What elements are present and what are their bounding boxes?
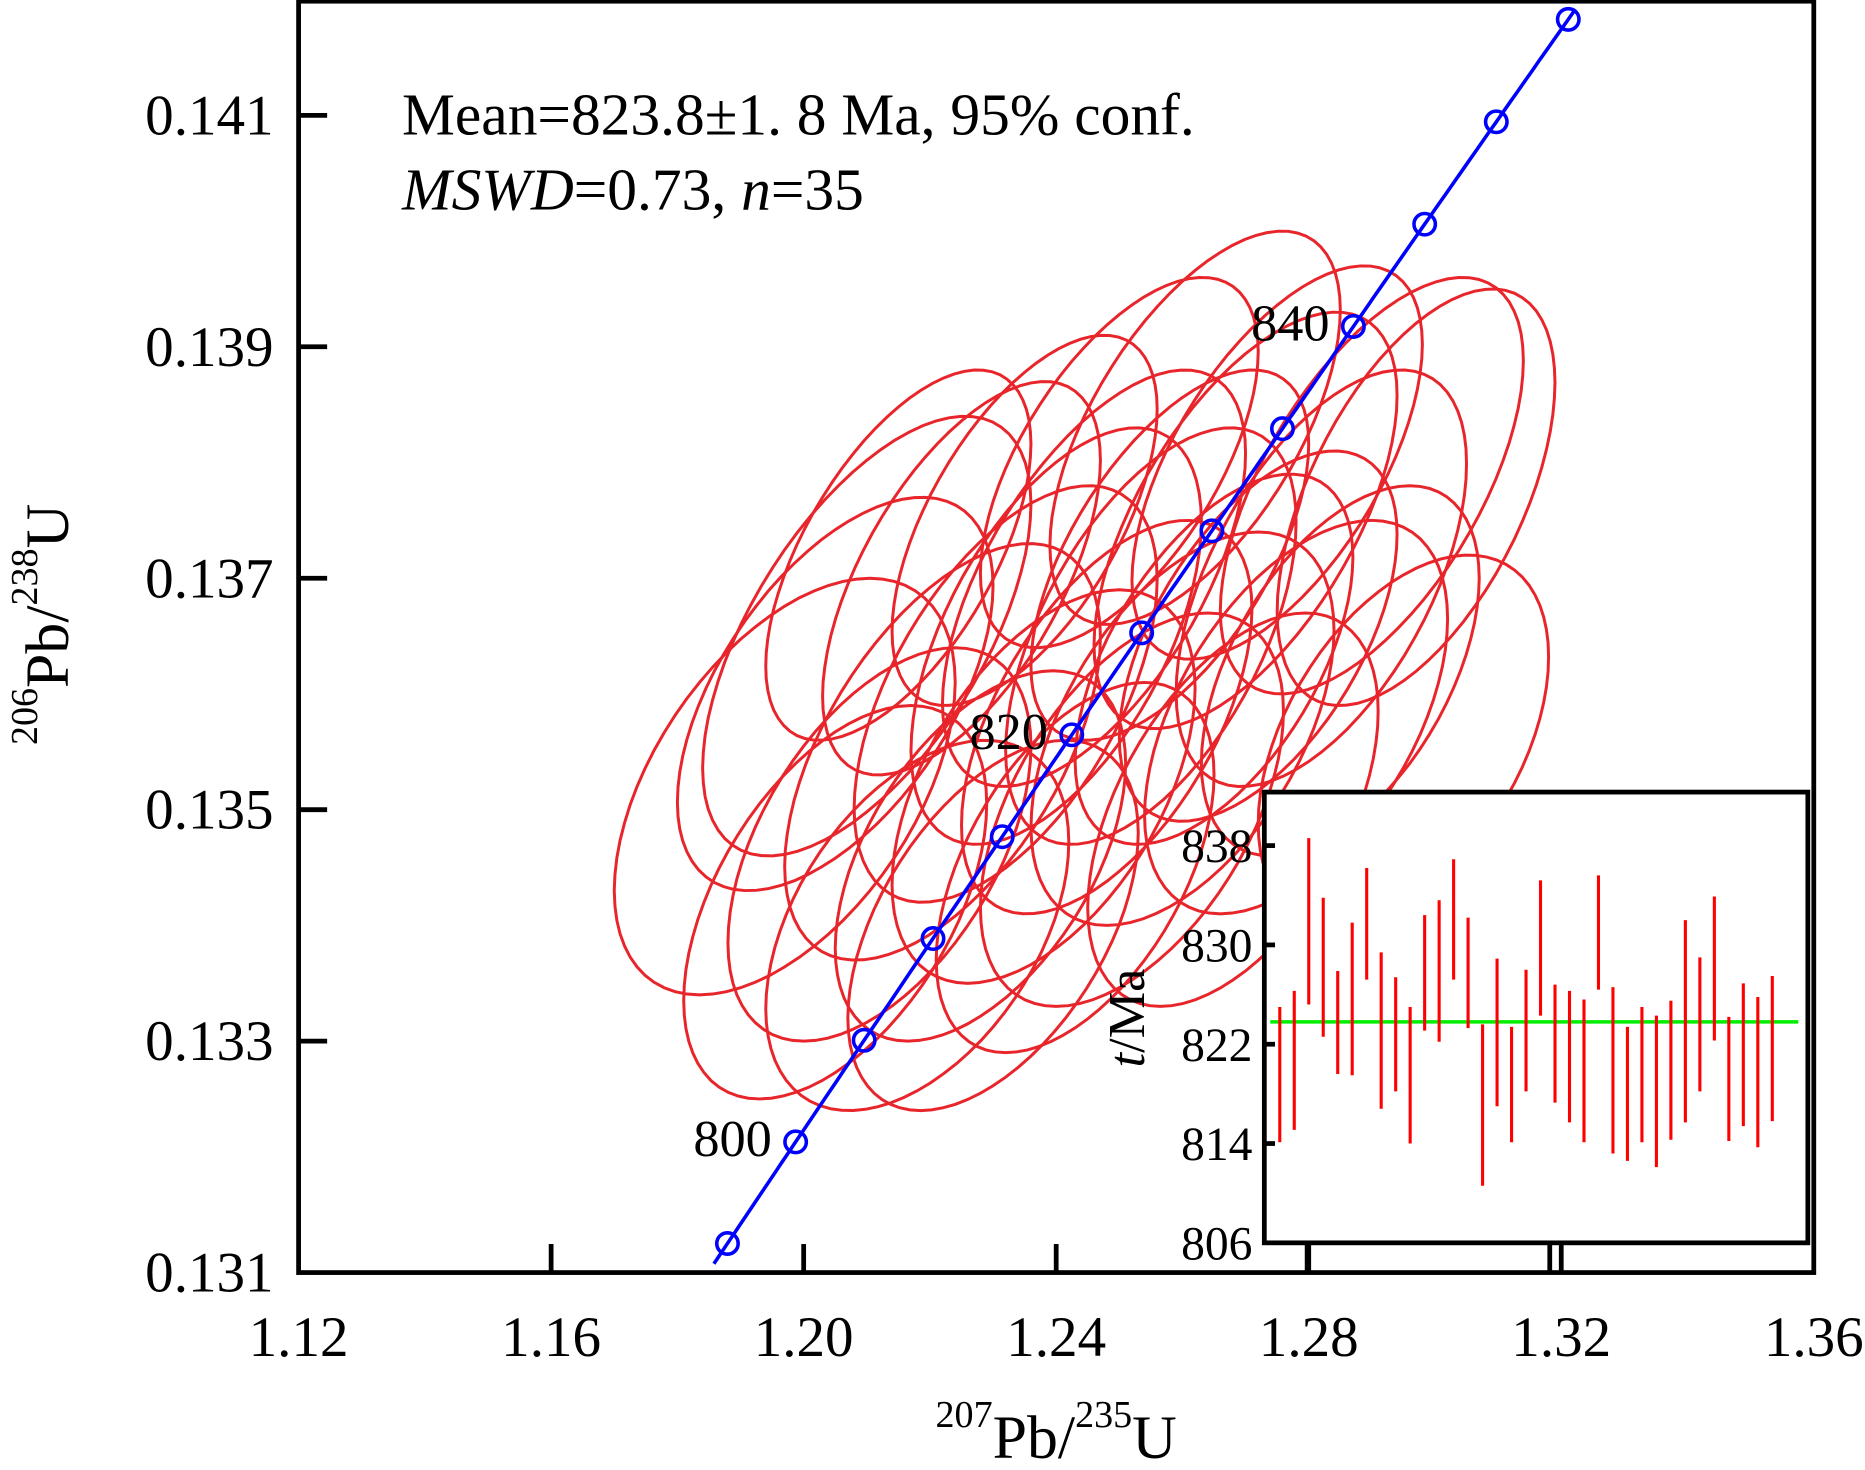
error-ellipse — [960, 518, 1254, 916]
concordia-age-marker — [1199, 518, 1225, 544]
error-ellipse — [783, 542, 1102, 962]
concordia-age-marker — [1555, 6, 1581, 32]
error-ellipse — [1004, 426, 1298, 846]
inset-y-axis: 838 830 822 814 806 — [1181, 821, 1276, 1270]
error-ellipse — [890, 588, 1197, 985]
error-ellipse — [1092, 310, 1399, 731]
error-ellipse — [1275, 287, 1557, 707]
inset-chart: 838 830 822 814 806 t/Ma — [1098, 789, 1811, 1273]
y-axis: 0.131 0.133 0.135 0.137 0.139 0.141 — [145, 84, 328, 1305]
concordia-layer: 800 820 840 — [693, 6, 1581, 1265]
error-ellipse — [1117, 449, 1399, 823]
y-label-sup2: 238 — [4, 548, 46, 605]
x-tick-label: 1.16 — [501, 1306, 601, 1369]
concordia-age-marker — [1483, 109, 1509, 135]
error-ellipse — [726, 646, 1033, 1043]
error-ellipse — [1073, 472, 1355, 846]
concordia-age-marker — [714, 1231, 740, 1256]
inset-y-label-unit: /Ma — [1098, 969, 1156, 1053]
y-label-base1: Pb/ — [14, 605, 82, 688]
x-tick-label: 1.36 — [1764, 1306, 1864, 1369]
y-label-sup1: 206 — [4, 688, 46, 745]
error-ellipse — [1048, 229, 1342, 626]
error-ellipse — [764, 368, 1033, 742]
y-label-base2: U — [14, 504, 82, 549]
concordia-age-marker — [920, 926, 946, 952]
mswd-value: =0.73, — [574, 156, 741, 222]
concordia-age-marker — [1340, 313, 1366, 339]
annotation-mean: Mean=823.8±1. 8 Ma, 95% conf. — [402, 81, 1195, 147]
x-tick-label: 1.32 — [1511, 1306, 1611, 1369]
inset-frame — [1261, 789, 1811, 1246]
error-ellipse — [1174, 368, 1468, 788]
concordia-age-label: 800 — [693, 1110, 772, 1168]
y-tick-label: 0.139 — [145, 316, 273, 379]
inset-y-label: t/Ma — [1098, 969, 1156, 1068]
error-ellipse — [846, 738, 1140, 1113]
inset-y-tick-label: 830 — [1181, 921, 1252, 973]
inset-y-tick-label: 822 — [1181, 1020, 1252, 1072]
concordia-age-marker — [1129, 620, 1155, 646]
y-tick-label: 0.135 — [145, 779, 273, 842]
y-tick-label: 0.137 — [145, 547, 273, 610]
concordia-age-label: 820 — [969, 703, 1048, 761]
concordia-age-marker — [1269, 416, 1295, 442]
mswd-label: MSWD — [401, 156, 574, 222]
x-label-base2: U — [1132, 1404, 1177, 1470]
annotation-mswd: MSWD=0.73, n=35 — [401, 156, 864, 222]
error-ellipse — [978, 275, 1260, 650]
concordia-age-label: 840 — [1251, 295, 1329, 353]
n-label: n — [741, 156, 771, 222]
inset-y-tick-label: 806 — [1181, 1218, 1252, 1270]
concordia-age-marker — [989, 824, 1015, 850]
error-ellipse — [764, 738, 1071, 1112]
inset-y-label-t: t — [1098, 1051, 1156, 1067]
inset-y-tick-label: 838 — [1181, 821, 1252, 873]
error-ellipse — [978, 611, 1285, 1008]
concordia-age-marker — [1412, 211, 1438, 237]
inset-y-tick-label: 814 — [1181, 1119, 1253, 1171]
concordia-curve — [712, 8, 1577, 1265]
n-value: =35 — [771, 156, 864, 222]
x-label-sup2: 235 — [1075, 1394, 1132, 1436]
x-tick-label: 1.28 — [1259, 1306, 1359, 1369]
x-label-base1: Pb/ — [993, 1404, 1076, 1470]
y-axis-label: 206Pb/238U — [4, 504, 82, 745]
y-tick-label: 0.131 — [145, 1242, 273, 1305]
error-ellipse — [1218, 275, 1525, 696]
error-ellipse — [612, 576, 957, 997]
x-label-sup1: 207 — [936, 1394, 993, 1436]
x-tick-label: 1.12 — [249, 1306, 349, 1369]
error-ellipse — [1130, 264, 1424, 661]
error-ellipse — [941, 368, 1248, 788]
error-ellipse — [1199, 484, 1481, 858]
x-axis: 1.12 1.16 1.20 1.24 1.28 1.32 1.36 — [249, 1244, 1864, 1369]
y-tick-label: 0.141 — [145, 84, 273, 147]
x-tick-label: 1.20 — [754, 1306, 854, 1369]
concordia-age-marker — [783, 1129, 809, 1155]
inset-bars — [1270, 838, 1799, 1273]
concordia-age-marker — [1059, 722, 1085, 748]
error-ellipse — [682, 704, 989, 1101]
concordia-age-marker — [851, 1027, 877, 1053]
x-axis-label: 207Pb/235U — [936, 1394, 1177, 1470]
y-tick-label: 0.133 — [145, 1010, 273, 1073]
error-ellipse — [934, 680, 1216, 1055]
x-tick-label: 1.24 — [1006, 1306, 1106, 1369]
error-ellipse — [701, 414, 1033, 858]
